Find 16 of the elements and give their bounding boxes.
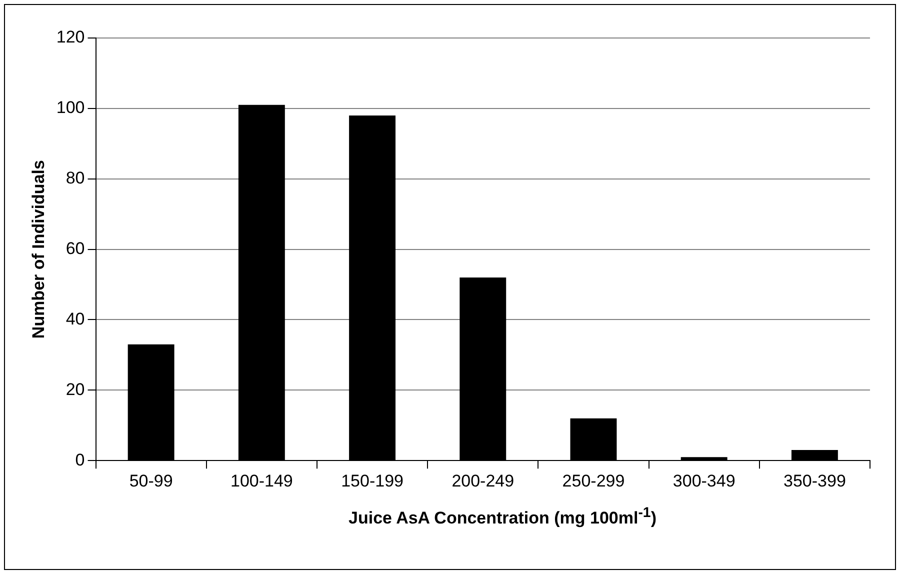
y-tick-label: 20	[66, 380, 85, 399]
y-axis-title: Number of Individuals	[28, 160, 48, 339]
x-tick-label: 200-249	[452, 471, 514, 490]
x-tick-label: 50-99	[129, 471, 173, 490]
y-tick-label: 60	[66, 238, 85, 258]
x-tick-label: 250-299	[562, 471, 625, 490]
y-tick-label: 80	[66, 168, 85, 188]
x-tick-label: 150-199	[341, 471, 404, 490]
y-tick-label: 0	[75, 450, 85, 470]
x-tick-label: 100-149	[230, 471, 293, 490]
y-tick-label: 40	[66, 309, 85, 328]
x-tick-label: 350-399	[784, 471, 846, 490]
y-tick-label: 100	[56, 98, 85, 118]
y-tick-label: 120	[56, 28, 85, 47]
x-axis-title: Juice AsA Concentration (mg 100ml$^{-1}$)	[348, 505, 658, 529]
x-tick-label: 300-349	[672, 471, 736, 490]
